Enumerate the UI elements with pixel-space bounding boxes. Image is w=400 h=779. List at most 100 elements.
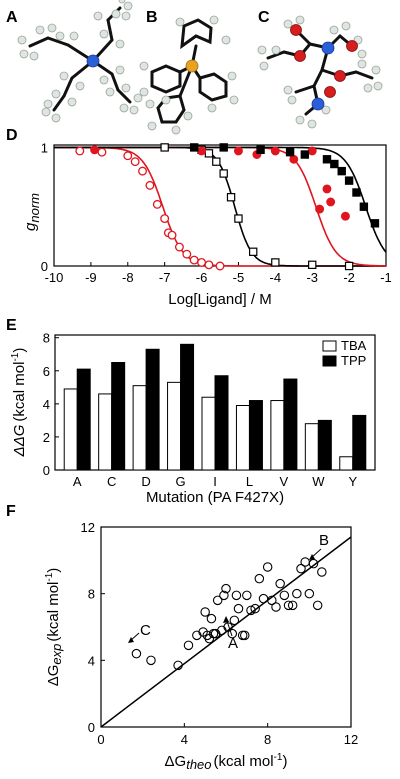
chart-f-xtick-label: 12 [344,732,358,747]
chart-e-bar-tba [235,405,250,471]
chart-d-xlabel: Log[Ligand] / M [168,291,271,308]
annotation-c: C [140,622,151,639]
chart-e-bar-tba [167,381,182,471]
molecule-b [139,15,239,135]
chart-d-point [359,202,369,211]
chart-e-bar-tpp [180,343,195,471]
chart-d-point [152,199,162,209]
annotation-a: A [228,635,238,652]
chart-d-point [330,159,339,169]
chart-e-bar-tpp [76,368,91,471]
chart-d-point [123,151,133,161]
chart-d-point [307,146,317,156]
chart-f-point [206,613,217,624]
chart-f-point [229,615,240,626]
chart-f-point [292,588,302,599]
chart-e-bar-tba [132,385,147,471]
annotation-b: B [319,532,329,549]
panel-label-c: C [258,9,270,26]
chart-d-point [344,261,354,271]
chart-d-point [233,146,243,156]
chart-f-point [242,590,252,601]
chart-d-xtick-label: -9 [85,270,97,285]
chart-d-point [204,260,214,270]
chart-f: 0 4 8 12 0 4 8 12 A B C ΔGexp(kcal mol-1) ΔGthe… [44,520,358,772]
chart-d-point [344,176,354,185]
chart-d-point [138,166,147,176]
chart-d-point [370,219,380,228]
legend-swatch-tba [322,340,337,352]
chart-f-point [146,655,156,666]
chart-f-point [237,630,248,641]
chart-d-xtick-label: -4 [270,270,282,285]
panel-label-e: E [6,317,17,334]
chart-e-bar-tba [63,388,78,471]
chart-f-ytick-label: 4 [88,653,95,668]
chart-d-ytick-label: 1 [41,140,48,155]
chart-e-category-label: Y [348,474,357,489]
chart-d-point [145,180,155,190]
legend-swatch-tpp [322,355,337,367]
chart-e-bar-tpp [145,348,160,471]
chart-f-point [233,603,244,614]
chart-f-point [308,558,319,569]
chart-e-category-label: D [141,474,150,489]
phosphorus-atom-b [185,59,199,73]
panel-label-a: A [6,9,18,26]
chart-f-point [267,595,277,606]
chart-d-xtick-label: -1 [380,270,392,285]
chart-f-point [300,557,310,567]
chart-d-point [90,145,100,155]
nitrogen-atom-a [86,54,100,68]
annotation-b-arrowhead [309,554,315,560]
chart-f-ytick-label: 8 [88,587,95,602]
chart-f-point [279,590,290,601]
chart-f-point [283,600,294,611]
chart-d-point [249,247,258,256]
chart-e-category-label: G [175,474,185,489]
chart-f-point [246,605,256,616]
chart-e-xlabel: Mutation (PA F427X) [146,489,284,506]
chart-d-point [289,154,299,164]
chart-e-bar-tba [270,400,285,471]
chart-f-point [183,640,194,651]
chart-d-xtick-label: -10 [45,270,64,285]
chart-d-xtick-label: -7 [159,270,171,285]
chart-d-xtick-label: -6 [196,270,208,285]
chart-d-point [226,193,236,202]
chart-f-point [296,563,306,574]
chart-f-point [173,660,183,671]
chart-d-point [285,147,295,157]
chart-f-ylabel: ΔGexp(kcal mol-1) [44,568,64,687]
chart-d-point [130,157,140,167]
chart-d-xtick-label: -8 [122,270,134,285]
chart-f-point [312,600,323,611]
chart-e-category-label: V [280,474,289,489]
chart-e-ytick-label: 0 [43,463,50,478]
chart-d-point [160,143,169,152]
chart-e-bar-tpp [111,362,126,471]
chart-d-point [197,257,207,267]
chart-e-ytick-label: 2 [43,430,50,445]
chart-f-point [219,590,229,601]
panel-label-d: D [6,127,18,144]
chart-d-point [315,204,325,214]
nitrogen-atom-c1 [321,41,335,55]
chart-d-point [75,146,85,156]
chart-f-point [240,630,250,641]
chart-e-bar-tba [304,423,319,471]
chart-f-xtick-label: 8 [264,732,271,747]
chart-f-point [221,583,231,594]
chart-f-point [254,573,265,584]
chart-d-xtick-label: -2 [343,270,355,285]
chart-f-xlabel: ΔGtheo (kcal mol-1) [165,752,288,772]
chart-d-point [189,143,199,152]
chart-f-point [317,567,327,577]
chart-e: 0 2 4 6 8 A C D G I L V W Y TBA TPP ΔΔG(kcal mol-1) M… [10,331,376,506]
chart-d-point [167,230,177,240]
chart-d-ytick-label: 0 [41,259,48,274]
chart-d-xtick-label: -3 [306,270,318,285]
molecule-c [257,15,383,129]
chart-f-xtick-label: 0 [97,732,104,747]
